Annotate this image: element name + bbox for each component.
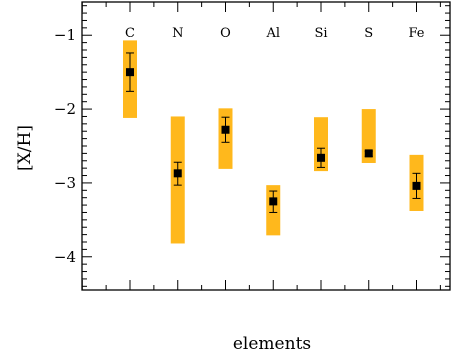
x-axis-title: elements [233,334,311,354]
range-bars [123,40,424,244]
category-label-al: Al [265,26,280,41]
y-tick-label: −2 [54,100,76,118]
category-label-n: N [172,26,183,41]
data-point-s [364,149,373,158]
data-point-fe [412,181,421,190]
y-tick-label: −3 [54,174,76,192]
axis-ticks [81,2,450,290]
y-tick-label: −1 [54,26,76,44]
data-point-c [126,68,134,77]
data-point-o [221,125,230,134]
data-point-al [269,197,278,206]
plot-frame [81,1,451,291]
data-points [126,68,421,206]
category-label-fe: Fe [408,26,424,41]
category-label-si: Si [314,26,327,41]
category-label-c: C [125,26,135,41]
plot-border [81,1,451,291]
y-axis-title: [X/H] [15,125,35,171]
data-point-si [317,153,325,162]
labels: −1 −2 −3 −4 C N O Al Si S Fe [54,26,425,266]
category-label-o: O [220,26,231,41]
data-point-n [173,169,182,178]
y-tick-label: −4 [54,248,76,266]
category-label-s: S [364,26,373,41]
